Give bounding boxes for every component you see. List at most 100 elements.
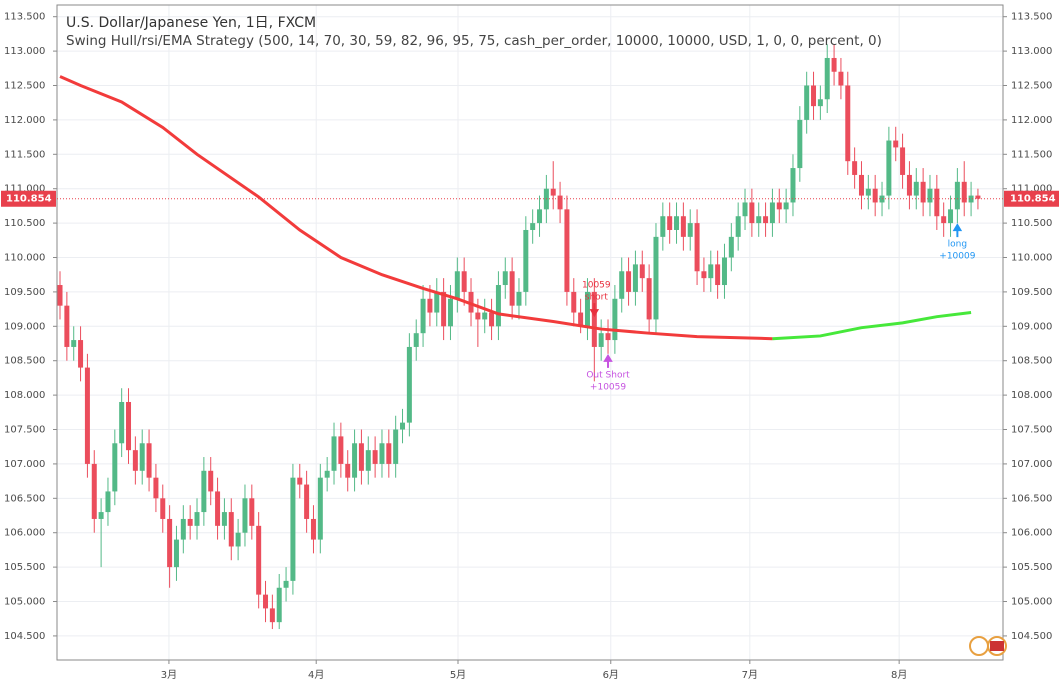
- y-tick-label: 105.500: [4, 562, 45, 573]
- candle-body: [427, 298, 433, 313]
- signal-label: long: [948, 240, 967, 250]
- candle-body: [420, 298, 426, 334]
- candle-body: [502, 271, 508, 286]
- candle-body: [920, 181, 926, 203]
- candle-body: [639, 264, 645, 279]
- candle-body: [817, 99, 823, 107]
- candle-body: [961, 181, 967, 203]
- candle-body: [365, 450, 371, 471]
- flag-icons: [969, 636, 1007, 656]
- candle-body: [927, 188, 933, 203]
- signal-label: +10009: [939, 252, 975, 262]
- y-tick-label: 107.500: [1011, 425, 1052, 436]
- candle-body: [728, 236, 734, 258]
- candle-body: [352, 443, 358, 478]
- candle-body: [489, 312, 495, 327]
- x-tick-label: 7月: [742, 669, 758, 681]
- candle-body: [173, 539, 179, 568]
- candle-body: [386, 443, 392, 464]
- y-tick-label: 112.500: [1011, 80, 1052, 91]
- candle-body: [468, 291, 474, 313]
- price-tag: [1004, 190, 1059, 207]
- x-tick-label: 8月: [891, 669, 907, 681]
- candle-body: [447, 298, 453, 327]
- candle-body: [852, 161, 858, 175]
- y-tick-label: 113.000: [4, 46, 45, 57]
- candle-body: [646, 278, 652, 320]
- candle-body: [180, 518, 186, 540]
- candle-body: [584, 291, 590, 327]
- candle-body: [954, 181, 960, 210]
- candle-body: [187, 518, 193, 526]
- candle-body: [811, 85, 817, 107]
- candle-body: [331, 436, 337, 471]
- candle-body: [838, 71, 844, 86]
- candle-body: [393, 429, 399, 464]
- candle-body: [906, 174, 912, 196]
- candle-body: [461, 271, 467, 292]
- candle-body: [235, 532, 241, 547]
- price-tag: [1, 190, 56, 207]
- y-tick-label: 106.500: [4, 493, 45, 504]
- candle-body: [783, 202, 789, 210]
- candle-body: [749, 202, 755, 224]
- candle-body: [653, 236, 659, 320]
- candle-body: [537, 209, 543, 224]
- candle-body: [797, 119, 803, 169]
- signal-label: 10059: [582, 281, 611, 291]
- candle-body: [201, 470, 207, 513]
- candle-body: [571, 291, 577, 313]
- candle-body: [105, 491, 111, 513]
- candle-body: [290, 477, 296, 581]
- y-tick-label: 107.000: [1011, 459, 1052, 470]
- y-tick-label: 107.500: [4, 425, 45, 436]
- candle-body: [742, 202, 748, 217]
- candle-body: [242, 498, 248, 533]
- candle-body: [454, 271, 460, 299]
- candle-body: [338, 436, 344, 464]
- candle-body: [900, 147, 906, 175]
- y-tick-label: 112.000: [1011, 115, 1052, 126]
- y-tick-label: 109.500: [4, 287, 45, 298]
- candle-body: [530, 223, 536, 230]
- candle-body: [146, 443, 152, 478]
- y-tick-label: 110.500: [4, 218, 45, 229]
- candle-body: [160, 498, 166, 519]
- candle-body: [715, 264, 721, 286]
- candle-body: [680, 216, 686, 237]
- candle-body: [831, 57, 837, 72]
- price-label: 110.854: [6, 194, 52, 205]
- candle-body: [71, 340, 77, 347]
- y-tick-label: 106.500: [1011, 493, 1052, 504]
- candle-body: [948, 209, 954, 224]
- candle-body: [619, 271, 625, 299]
- candle-body: [297, 477, 303, 485]
- candle-body: [845, 85, 851, 162]
- candle-body: [400, 422, 406, 430]
- y-tick-label: 109.500: [1011, 287, 1052, 298]
- candle-body: [406, 346, 412, 423]
- ema-line: [59, 75, 773, 341]
- candle-body: [276, 587, 282, 623]
- candle-body: [612, 298, 618, 341]
- candle-body: [626, 271, 632, 292]
- candle-body: [865, 188, 871, 196]
- candle-body: [667, 216, 673, 230]
- y-tick-label: 104.500: [1011, 631, 1052, 642]
- y-tick-label: 109.000: [4, 321, 45, 332]
- y-tick-label: 113.500: [4, 12, 45, 23]
- y-tick-label: 111.500: [1011, 149, 1052, 160]
- candle-body: [98, 512, 104, 519]
- candle-body: [509, 271, 515, 306]
- candle-body: [824, 57, 830, 100]
- x-tick-label: 5月: [450, 669, 466, 681]
- candle-body: [119, 401, 125, 444]
- y-tick-label: 105.000: [1011, 597, 1052, 608]
- candle-body: [208, 470, 214, 492]
- signal-arrow: [603, 353, 613, 368]
- candle-body: [934, 188, 940, 217]
- candle-body: [482, 312, 488, 320]
- candle-body: [263, 594, 269, 609]
- ema-line: [772, 311, 972, 341]
